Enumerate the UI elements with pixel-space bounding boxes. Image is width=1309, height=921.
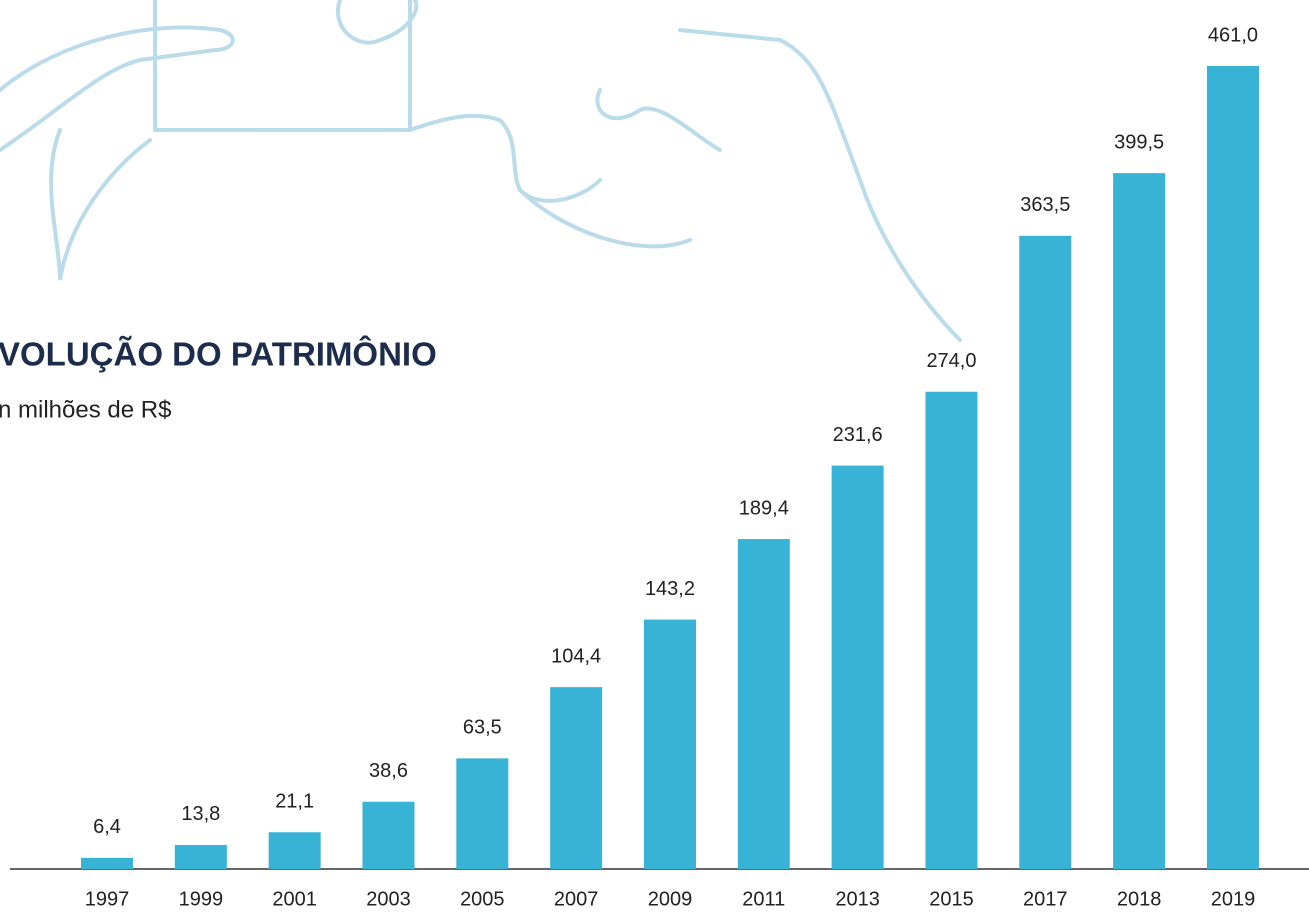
value-label: 461,0: [1208, 24, 1258, 46]
chart-subtitle: n milhões de R$: [0, 396, 171, 423]
x-tick-label: 1997: [85, 888, 130, 910]
value-label: 13,8: [181, 803, 220, 825]
x-tick-label: 2019: [1211, 888, 1256, 910]
bar: [269, 832, 321, 869]
x-tick-label: 2011: [742, 888, 785, 910]
bar: [1019, 236, 1071, 869]
bar: [925, 392, 977, 869]
bar: [550, 687, 602, 869]
x-tick-label: 2005: [460, 888, 505, 910]
x-tick-label: 1999: [179, 888, 224, 910]
value-label: 231,6: [833, 424, 883, 446]
value-label: 363,5: [1020, 194, 1070, 216]
bar: [456, 758, 508, 869]
value-label: 104,4: [551, 645, 601, 667]
bar: [362, 802, 414, 869]
bar: [832, 466, 884, 869]
bar: [1207, 66, 1259, 869]
value-label: 189,4: [739, 497, 789, 519]
chart: VOLUÇÃO DO PATRIMÔNIO n milhões de R$ 19…: [0, 0, 1309, 921]
x-tick-label: 2017: [1023, 888, 1068, 910]
x-tick-label: 2018: [1117, 888, 1162, 910]
value-label: 143,2: [645, 578, 695, 600]
value-label: 21,1: [275, 791, 314, 813]
value-label: 63,5: [463, 717, 502, 739]
bar: [175, 845, 227, 869]
background-illustration: [0, 0, 960, 340]
x-tick-label: 2013: [835, 888, 880, 910]
value-label: 274,0: [926, 350, 976, 372]
bar: [81, 858, 133, 869]
bar: [644, 620, 696, 869]
bar: [738, 539, 790, 869]
chart-title: VOLUÇÃO DO PATRIMÔNIO: [0, 335, 437, 373]
value-label: 38,6: [369, 760, 408, 782]
x-tick-label: 2001: [272, 888, 317, 910]
bar: [1113, 173, 1165, 869]
x-tick-label: 2015: [929, 888, 974, 910]
x-tick-label: 2003: [366, 888, 411, 910]
x-tick-label: 2009: [648, 888, 693, 910]
value-label: 399,5: [1114, 131, 1164, 153]
value-label: 6,4: [93, 816, 121, 838]
x-tick-label: 2007: [554, 888, 599, 910]
